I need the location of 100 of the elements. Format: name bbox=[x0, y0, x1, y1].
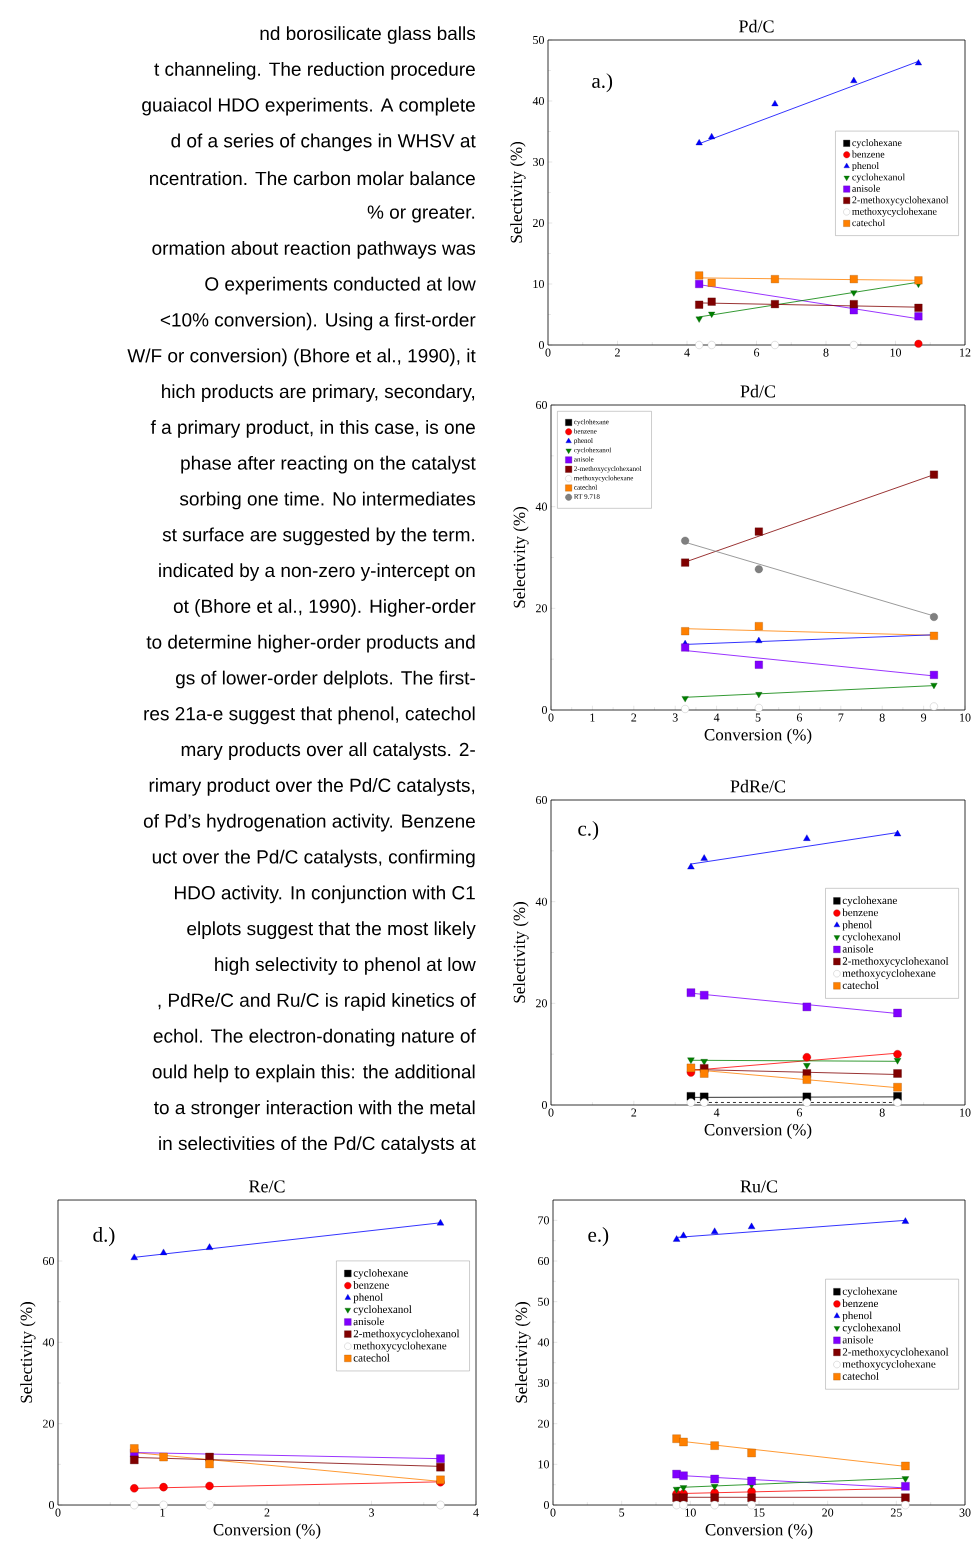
y-tick-label: 10 bbox=[533, 279, 545, 289]
y-tick-label: 50 bbox=[533, 35, 545, 45]
x-tick-label: 4 bbox=[684, 348, 690, 357]
y-tick-label: 40 bbox=[42, 1338, 54, 1347]
legend-label: catechol bbox=[842, 981, 879, 989]
legend-label: cyclohexanol bbox=[842, 1323, 901, 1334]
x-tick-label: 5 bbox=[619, 1508, 625, 1517]
x-tick-label: 9 bbox=[921, 713, 927, 722]
x-tick-label: 30 bbox=[959, 1508, 971, 1517]
x-tick-label: 2 bbox=[631, 1108, 637, 1117]
x-tick-label: 4 bbox=[713, 713, 720, 722]
legend-label: 2-methoxycyclohexanol bbox=[842, 957, 949, 967]
y-tick-label: 0 bbox=[538, 340, 545, 350]
text: st surface are suggested by the term. bbox=[162, 527, 475, 546]
chart-title: Ru/C bbox=[740, 1180, 778, 1193]
annotation: d.) bbox=[93, 1227, 115, 1247]
y-tick-label: 70 bbox=[538, 1216, 550, 1225]
x-tick-label: 10 bbox=[960, 713, 971, 722]
x-tick-label: 8 bbox=[879, 713, 885, 722]
text: ncentration. The carbon molar balance bbox=[150, 171, 475, 186]
x-axis-title: Conversion (%) bbox=[705, 1523, 813, 1539]
y-axis-title: Selectivity (%) bbox=[20, 1302, 36, 1403]
x-tick-label: 2 bbox=[615, 348, 620, 357]
x-tick-label: 10 bbox=[890, 348, 902, 357]
legend-label: methoxycyclohexane bbox=[353, 1341, 447, 1352]
legend-label: catechol bbox=[852, 219, 886, 227]
chart-title: Re/C bbox=[249, 1180, 285, 1193]
y-tick-label: 60 bbox=[42, 1256, 54, 1266]
text: uct over the Pd/C catalysts, confirming bbox=[152, 849, 475, 868]
x-tick-label: 12 bbox=[960, 348, 971, 357]
y-tick-label: 60 bbox=[535, 400, 548, 410]
annotation: a.) bbox=[592, 73, 613, 93]
x-axis-title: Conversion (%) bbox=[704, 728, 812, 744]
legend-label: anisole bbox=[842, 944, 874, 953]
legend-label: cyclohexanol bbox=[353, 1305, 412, 1316]
y-tick-label: 40 bbox=[535, 897, 548, 906]
legend-label: methoxycyclohexane bbox=[852, 207, 937, 217]
text: in selectivities of the Pd/C catalysts at bbox=[159, 1136, 476, 1154]
legend-label: catechol bbox=[353, 1353, 390, 1362]
text: ot (Bhore et al., 1990). Higher-order bbox=[173, 599, 476, 617]
text: to determine higher-order products and bbox=[146, 634, 475, 653]
x-tick-label: 7 bbox=[838, 713, 844, 722]
x-tick-label: 10 bbox=[960, 1108, 971, 1117]
y-tick-label: 60 bbox=[537, 1256, 550, 1266]
text: O experiments conducted at low bbox=[205, 276, 476, 295]
legend-label: cyclohexane bbox=[842, 896, 897, 907]
x-tick-label: 4 bbox=[713, 1108, 720, 1117]
legend-label: benzene bbox=[851, 150, 885, 158]
x-tick-label: 6 bbox=[754, 348, 760, 357]
y-tick-label: 30 bbox=[533, 157, 545, 167]
text: to a stronger interaction with the metal bbox=[153, 1100, 475, 1119]
text: W/F or conversion) (Bhore et al., 1990), it bbox=[127, 348, 476, 367]
x-tick-label: 5 bbox=[755, 713, 761, 722]
y-tick-label: 60 bbox=[535, 795, 548, 805]
text: nd borosilicate glass balls bbox=[260, 26, 476, 44]
y-axis-title: Selectivity (%) bbox=[513, 507, 529, 608]
text: hich products are primary, secondary, bbox=[162, 384, 475, 402]
legend-label: methoxycyclohexane bbox=[842, 969, 936, 980]
legend-label: benzene bbox=[353, 1281, 389, 1289]
text: sorbing one time. No intermediates bbox=[179, 491, 476, 510]
x-tick-label: 8 bbox=[823, 348, 829, 357]
text: indicated by a non-zero y-intercept on bbox=[159, 563, 475, 581]
legend-label: anisole bbox=[842, 1335, 874, 1344]
y-tick-label: 20 bbox=[538, 1419, 550, 1428]
x-tick-label: 1 bbox=[160, 1508, 165, 1517]
text: gs of lower-order delplots. The first- bbox=[176, 670, 475, 689]
y-tick-label: 20 bbox=[536, 604, 548, 613]
text: elplots suggest that the most likely bbox=[187, 921, 476, 940]
x-tick-label: 20 bbox=[822, 1508, 834, 1517]
x-axis-title: Conversion (%) bbox=[704, 1123, 812, 1139]
y-axis-title: Selectivity (%) bbox=[515, 1302, 531, 1403]
text: % or greater. bbox=[367, 205, 475, 223]
y-tick-label: 50 bbox=[538, 1297, 550, 1306]
legend-label: phenol bbox=[842, 1311, 873, 1322]
y-axis-title: Selectivity (%) bbox=[513, 902, 529, 1003]
y-tick-label: 0 bbox=[541, 1100, 548, 1110]
text: t channeling. The reduction procedure bbox=[154, 61, 475, 80]
text: mary products over all catalysts. 2- bbox=[181, 742, 475, 760]
y-tick-label: 20 bbox=[43, 1419, 54, 1428]
y-tick-label: 0 bbox=[541, 705, 548, 715]
chart-title: PdRe/C bbox=[730, 779, 786, 793]
legend-label: cyclohexanol bbox=[842, 932, 901, 943]
legend-label: 2-methoxycyclohexanol bbox=[353, 1329, 460, 1340]
y-axis-title: Selectivity (%) bbox=[510, 142, 526, 243]
legend-label: benzene bbox=[842, 1299, 878, 1308]
legend-label: cyclohexane bbox=[842, 1287, 897, 1298]
text: echol. The electron-donating nature of bbox=[153, 1028, 476, 1047]
text: guaiacol HDO experiments. A complete bbox=[142, 97, 475, 116]
x-tick-label: 25 bbox=[890, 1508, 902, 1517]
x-tick-label: 6 bbox=[796, 713, 803, 722]
text: ould help to explain this: the additional bbox=[152, 1064, 475, 1083]
x-tick-label: 2 bbox=[264, 1508, 270, 1517]
legend-label: 2-methoxycyclohexanol bbox=[842, 1347, 949, 1358]
legend-label: phenol bbox=[842, 920, 873, 931]
y-tick-label: 20 bbox=[536, 999, 548, 1008]
x-tick-label: 0 bbox=[55, 1508, 61, 1517]
y-tick-label: 40 bbox=[532, 96, 545, 106]
legend-label: methoxycyclohexane bbox=[842, 1359, 936, 1370]
legend-label: catechol bbox=[842, 1372, 879, 1380]
y-tick-label: 10 bbox=[538, 1460, 550, 1469]
